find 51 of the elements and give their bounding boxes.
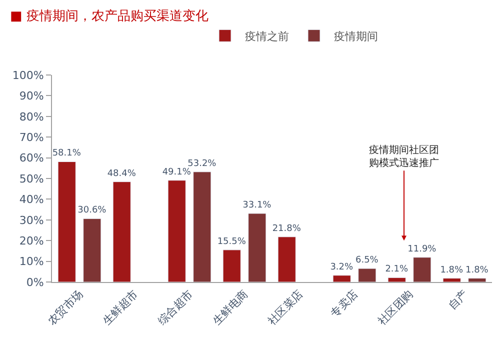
annotation: 疫情期间社区团购模式迅速推广 [369, 144, 439, 169]
bar [388, 277, 406, 282]
x-tick-label: 综合超市 [155, 288, 196, 328]
y-tick-label: 70% [19, 130, 44, 144]
data-label: 30.6% [78, 206, 107, 216]
data-label: 49.1% [162, 167, 192, 178]
y-tick-label: 60% [19, 152, 44, 165]
bar [168, 180, 186, 282]
bar [222, 250, 241, 282]
bar [83, 218, 102, 282]
bar [332, 275, 351, 282]
y-tick-label: 0% [26, 276, 44, 289]
bar [112, 182, 131, 282]
y-tick-label: 80% [19, 110, 44, 124]
data-label: 53.2% [188, 158, 217, 169]
x-tick-label: 农贸市场 [45, 288, 86, 328]
bar [358, 268, 376, 282]
bar [58, 161, 76, 282]
x-tick-label: 自产 [446, 288, 471, 312]
x-tick-label: 社区菜店 [265, 288, 306, 328]
bar [442, 278, 461, 282]
y-tick-label: 100% [12, 68, 44, 82]
bar [278, 236, 296, 282]
legend-label: 疫情之前 [245, 30, 289, 43]
data-label: 6.5% [355, 256, 379, 266]
bar [413, 257, 432, 282]
data-label: 1.8% [465, 265, 489, 276]
data-label: 11.9% [408, 244, 437, 254]
data-label: 1.8% [440, 265, 464, 276]
x-tick-label: 社区团购 [375, 288, 416, 328]
y-tick-label: 50% [19, 172, 44, 186]
data-label: 21.8% [272, 224, 302, 234]
data-label: 48.4% [107, 168, 136, 179]
bar [468, 278, 486, 282]
y-tick-label: 30% [19, 214, 44, 227]
bar [193, 172, 212, 282]
legend-label: 疫情期间 [334, 30, 378, 43]
y-tick-label: 90% [19, 90, 44, 103]
data-label: 15.5% [217, 236, 246, 247]
data-label: 3.2% [330, 262, 354, 272]
bar [248, 213, 266, 282]
y-tick-label: 40% [19, 193, 44, 206]
x-tick-label: 专卖店 [328, 288, 361, 320]
x-tick-label: 生鲜超市 [100, 288, 141, 328]
data-label: 33.1% [242, 200, 272, 210]
y-tick-label: 10% [19, 255, 44, 268]
chart-title: ■ 疫情期间，农产品购买渠道变化 [10, 8, 208, 24]
x-tick-label: 生鲜电商 [210, 288, 251, 328]
data-label: 58.1% [52, 148, 82, 159]
y-tick-label: 20% [19, 234, 44, 248]
data-label: 2.1% [385, 264, 409, 275]
